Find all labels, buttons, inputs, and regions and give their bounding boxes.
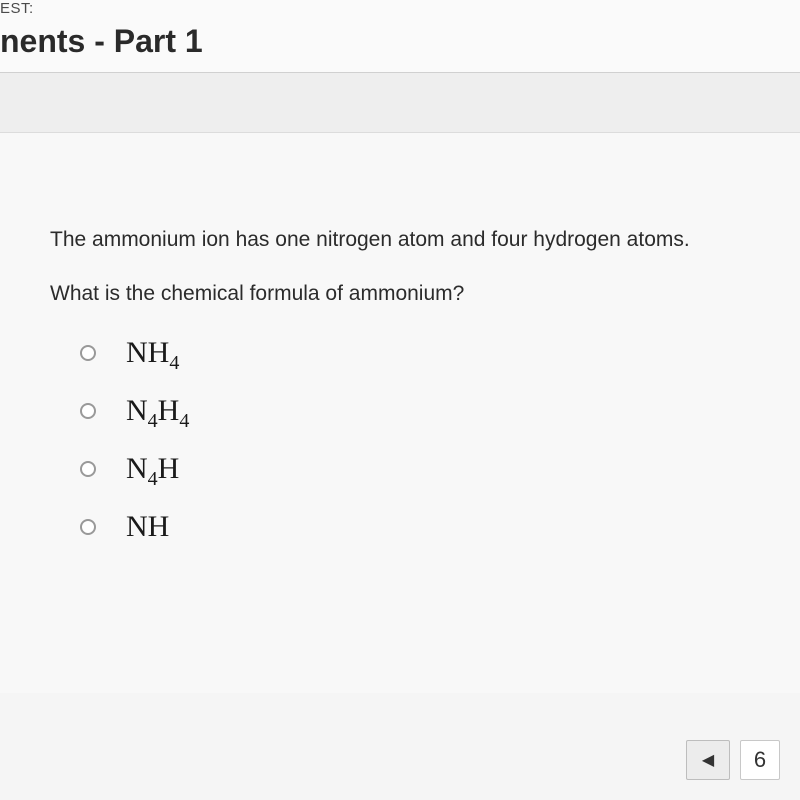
page-title: nents - Part 1 xyxy=(0,23,800,60)
radio-icon[interactable] xyxy=(80,403,96,419)
formula-part: H xyxy=(158,394,180,427)
formula-sub: 4 xyxy=(148,410,158,432)
option-formula: NH4 xyxy=(126,338,179,368)
question-content: The ammonium ion has one nitrogen atom a… xyxy=(0,133,800,693)
option-row[interactable]: NH4 xyxy=(80,338,770,368)
option-formula: NH xyxy=(126,512,169,542)
formula-part: N xyxy=(126,394,148,427)
formula-sub: 4 xyxy=(148,468,158,490)
page-number-label: 6 xyxy=(754,747,766,773)
test-label: EST: xyxy=(0,0,800,17)
header-divider xyxy=(0,73,800,133)
radio-icon[interactable] xyxy=(80,345,96,361)
page-number-box[interactable]: 6 xyxy=(740,740,780,780)
radio-icon[interactable] xyxy=(80,519,96,535)
formula-sub: 4 xyxy=(179,410,189,432)
prev-button[interactable]: ◀ xyxy=(686,740,730,780)
answer-options: NH4 N4H4 N4H NH xyxy=(50,338,770,542)
formula-sub: 4 xyxy=(169,352,179,374)
header-region: EST: nents - Part 1 xyxy=(0,0,800,73)
radio-icon[interactable] xyxy=(80,461,96,477)
question-text-line1: The ammonium ion has one nitrogen atom a… xyxy=(50,223,770,257)
option-row[interactable]: N4H xyxy=(80,454,770,484)
formula-part: H xyxy=(158,452,180,485)
chevron-left-icon: ◀ xyxy=(702,750,714,770)
formula-part: NH xyxy=(126,510,169,543)
question-text-line2: What is the chemical formula of ammonium… xyxy=(50,277,770,311)
formula-part: NH xyxy=(126,336,169,369)
option-formula: N4H4 xyxy=(126,396,189,426)
formula-part: N xyxy=(126,452,148,485)
pagination-nav: ◀ 6 xyxy=(686,740,780,780)
option-row[interactable]: N4H4 xyxy=(80,396,770,426)
option-row[interactable]: NH xyxy=(80,512,770,542)
option-formula: N4H xyxy=(126,454,179,484)
